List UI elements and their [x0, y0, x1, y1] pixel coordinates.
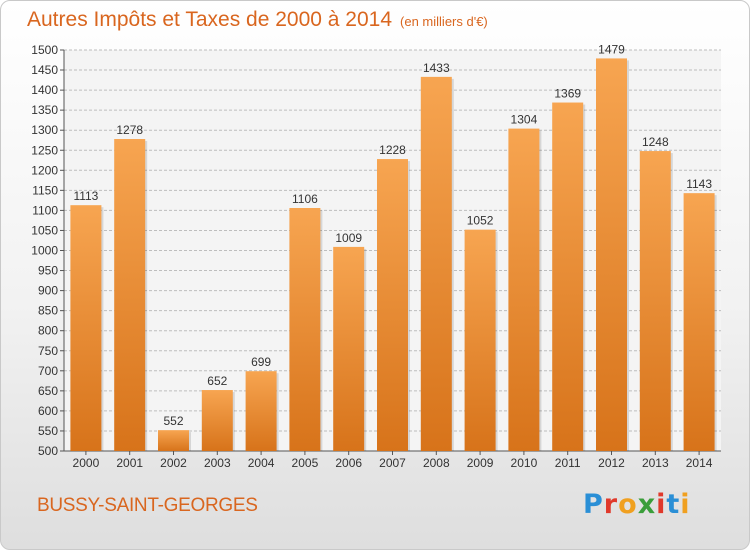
- y-tick-label: 500: [38, 444, 58, 458]
- bar-2009: [464, 229, 496, 451]
- x-tick-label: 2012: [598, 456, 625, 470]
- value-label: 1113: [73, 189, 98, 203]
- y-tick-label: 1150: [32, 183, 58, 197]
- y-tick-label: 550: [38, 424, 58, 438]
- y-tick-label: 800: [38, 324, 58, 338]
- value-label: 1304: [511, 113, 538, 127]
- value-label: 1052: [467, 214, 494, 228]
- logo-letter: o: [618, 489, 638, 520]
- x-tick-label: 2009: [467, 456, 494, 470]
- bar-2012: [596, 58, 627, 452]
- value-label: 1433: [423, 61, 450, 75]
- y-tick-label: 1400: [31, 83, 58, 97]
- x-tick-label: 2002: [160, 456, 187, 470]
- logo-letter: r: [603, 489, 619, 520]
- y-tick-label: 1250: [31, 143, 58, 157]
- bar-2005: [289, 207, 321, 451]
- value-label: 1106: [292, 192, 318, 206]
- bar-2004: [245, 371, 277, 451]
- value-label: 1248: [642, 135, 669, 149]
- title-text: Autres Impôts et Taxes de 2000 à 2014: [27, 8, 393, 31]
- y-tick-label: 700: [38, 364, 58, 378]
- y-tick-label: 750: [38, 344, 58, 358]
- logo-letter: P: [583, 489, 604, 520]
- x-tick-label: 2014: [686, 456, 713, 470]
- logo-letter: t: [666, 489, 681, 520]
- value-label: 1009: [335, 231, 362, 245]
- value-label: 699: [251, 355, 271, 369]
- x-tick-label: 2010: [511, 456, 538, 470]
- x-tick-label: 2004: [248, 456, 275, 470]
- bar-2006: [333, 246, 365, 451]
- y-tick-label: 1300: [31, 123, 58, 137]
- x-tick-label: 2013: [642, 456, 669, 470]
- city-name: BUSSY-SAINT-GEORGES: [37, 495, 258, 516]
- bar-2011: [552, 102, 584, 451]
- x-tick-label: 2000: [73, 456, 100, 470]
- value-label: 1143: [686, 177, 712, 191]
- bar-2014: [683, 193, 715, 452]
- value-label: 1479: [598, 42, 625, 56]
- bar-2007: [377, 159, 408, 451]
- x-tick-label: 2005: [292, 456, 319, 470]
- logo-letter: i: [656, 489, 667, 520]
- logo-letter: i: [680, 489, 691, 520]
- y-tick-label: 600: [38, 404, 58, 418]
- bar-2010: [508, 128, 540, 451]
- value-label: 652: [207, 374, 227, 388]
- bar-2003: [201, 390, 233, 451]
- value-labels: 1113 1278 552 652 699 1106 1009 1228 1433 1052 130…: [73, 42, 712, 428]
- y-tick-label: 1000: [31, 244, 58, 258]
- x-tick-label: 2006: [335, 456, 362, 470]
- chart-title: Autres Impôts et Taxes de 2000 à 2014 (en…: [27, 8, 488, 32]
- y-tick-label: 1200: [31, 163, 58, 177]
- value-label: 552: [163, 414, 183, 428]
- x-tick-label: 2003: [204, 456, 231, 470]
- y-tick-label: 1050: [31, 223, 58, 237]
- y-tick-label: 850: [38, 304, 58, 318]
- x-tick-label: 2008: [423, 456, 450, 470]
- bar-2000: [70, 205, 102, 451]
- y-tick-label: 1450: [31, 63, 58, 77]
- x-tick-label: 2001: [116, 456, 143, 470]
- bar-2002: [158, 430, 189, 451]
- y-tick-label: 1100: [32, 203, 58, 217]
- bar-2001: [114, 139, 146, 451]
- y-tick-label: 650: [38, 384, 58, 398]
- value-label: 1278: [116, 123, 143, 137]
- axes: 500 550 600 650 700 750 800 850 900 950 1000 1050 11…: [31, 43, 721, 470]
- logo-letter: x: [637, 489, 657, 520]
- bar-2013: [639, 151, 671, 451]
- x-tick-label: 2007: [379, 456, 406, 470]
- y-tick-label: 1500: [31, 43, 58, 57]
- y-tick-label: 900: [38, 284, 58, 298]
- proxiti-logo: Proxiti: [583, 489, 691, 520]
- y-tick-label: 1350: [31, 103, 58, 117]
- value-label: 1369: [554, 87, 581, 101]
- x-tick-label: 2011: [555, 456, 581, 470]
- bars: [70, 58, 717, 452]
- unit-note: (en milliers d'€): [400, 14, 488, 29]
- y-tick-label: 950: [38, 264, 58, 278]
- bar-2008: [420, 76, 452, 451]
- value-label: 1228: [379, 143, 406, 157]
